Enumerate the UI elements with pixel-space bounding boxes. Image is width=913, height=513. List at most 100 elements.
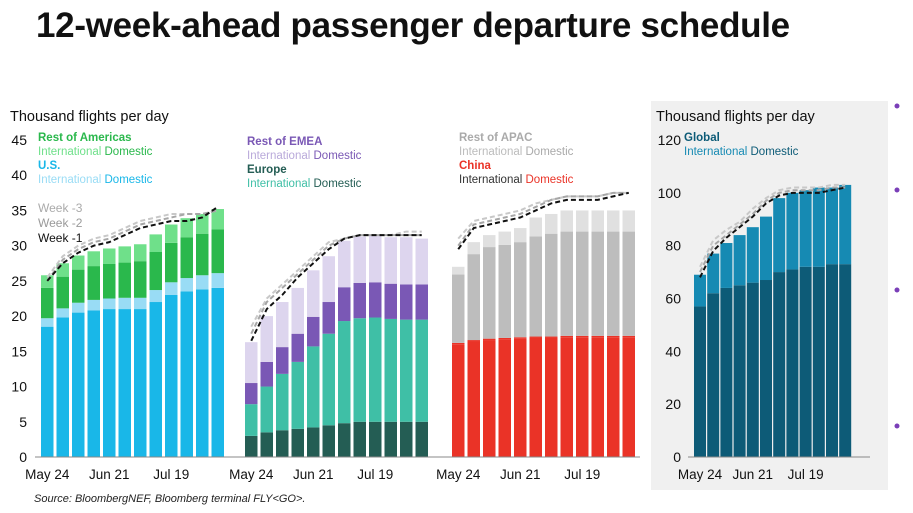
bar-segment bbox=[103, 248, 116, 264]
y-axis-label-left: Thousand flights per day bbox=[10, 109, 170, 125]
bar-segment bbox=[498, 231, 511, 245]
bar-segment bbox=[607, 337, 620, 457]
bar-segment bbox=[149, 252, 162, 291]
bar-segment bbox=[826, 187, 838, 265]
bar-segment bbox=[87, 299, 100, 311]
bar-segment bbox=[400, 237, 413, 285]
y-tick-label: 60 bbox=[665, 291, 681, 307]
week-legend-label: Week -2 bbox=[38, 216, 83, 230]
bar-segment bbox=[322, 425, 335, 457]
bar-segment bbox=[812, 187, 825, 267]
bar-segment bbox=[118, 262, 131, 298]
x-tick-label: Jul 19 bbox=[788, 467, 824, 482]
bar-segment bbox=[245, 435, 258, 457]
bar-segment bbox=[560, 335, 573, 338]
bar-segment bbox=[545, 213, 558, 234]
bar-segment bbox=[591, 231, 604, 336]
bar-segment bbox=[134, 309, 147, 457]
y-tick-label: 80 bbox=[665, 238, 681, 254]
bar-segment bbox=[165, 294, 178, 457]
bullet-dot bbox=[894, 187, 900, 193]
bar-segment bbox=[622, 210, 635, 232]
x-tick-label: May 24 bbox=[436, 467, 481, 482]
bar-segment bbox=[622, 231, 635, 336]
bar-segment bbox=[118, 309, 131, 457]
legend-subtitle: International Domestic bbox=[38, 146, 153, 158]
bar-segment bbox=[307, 427, 320, 457]
bar-segment bbox=[384, 283, 397, 319]
bar-segment bbox=[291, 428, 304, 457]
week-line bbox=[250, 230, 422, 328]
bar-segment bbox=[514, 338, 527, 457]
y-tick-label: 40 bbox=[11, 167, 27, 183]
bar-segment bbox=[576, 335, 589, 338]
bar-segment bbox=[746, 282, 759, 457]
bar-segment bbox=[87, 251, 100, 267]
bar-segment bbox=[180, 278, 193, 292]
bar-segment bbox=[103, 263, 116, 299]
bar-segment bbox=[576, 210, 589, 232]
bar-segment bbox=[211, 287, 224, 457]
bar-segment bbox=[607, 231, 620, 336]
bar-segment bbox=[56, 308, 69, 318]
y-tick-label: 120 bbox=[658, 132, 682, 148]
bar-segment bbox=[529, 217, 542, 237]
bar-segment bbox=[353, 236, 366, 284]
bar-segment bbox=[369, 421, 382, 457]
legend-title: Rest of APAC bbox=[459, 132, 532, 144]
bar-segment bbox=[452, 342, 465, 345]
week-line bbox=[457, 191, 629, 247]
bar-segment bbox=[307, 316, 320, 347]
bar-segment bbox=[498, 339, 511, 457]
legend-title: Rest of EMEA bbox=[247, 136, 322, 148]
week-legend-label: Week -1 bbox=[38, 231, 83, 245]
y-tick-label: 25 bbox=[11, 273, 27, 289]
bar-segment bbox=[560, 210, 573, 232]
bar-segment bbox=[720, 287, 733, 457]
y-tick-label: 100 bbox=[658, 185, 682, 201]
bullet-dot bbox=[894, 287, 900, 293]
bar-segment bbox=[483, 338, 496, 341]
bar-segment bbox=[196, 233, 209, 276]
bar-segment bbox=[118, 297, 131, 310]
legend-subtitle: International Domestic bbox=[247, 150, 362, 162]
bar-segment bbox=[338, 423, 351, 457]
week-line bbox=[250, 234, 422, 335]
bar-segment bbox=[786, 269, 799, 457]
bar-segment bbox=[773, 198, 786, 273]
bullet-dot bbox=[894, 103, 900, 109]
bar-segment bbox=[87, 266, 100, 300]
bar-segment bbox=[338, 240, 351, 288]
bar-segment bbox=[576, 231, 589, 336]
bar-segment bbox=[56, 317, 69, 457]
bar-segment bbox=[839, 264, 852, 457]
bar-segment bbox=[72, 312, 85, 457]
bar-segment bbox=[529, 336, 542, 338]
legend-subtitle: International Domestic bbox=[247, 178, 362, 190]
bar-segment bbox=[591, 335, 604, 338]
x-tick-label: Jun 21 bbox=[293, 467, 334, 482]
bar-segment bbox=[452, 266, 465, 275]
bar-segment bbox=[338, 321, 351, 424]
bar-segment bbox=[245, 404, 258, 436]
bar-segment bbox=[196, 275, 209, 290]
bar-segment bbox=[211, 209, 224, 230]
bar-segment bbox=[733, 285, 746, 457]
bar-segment bbox=[118, 246, 131, 263]
bar-segment bbox=[514, 337, 527, 339]
bar-segment bbox=[260, 432, 273, 457]
bar-segment bbox=[245, 383, 258, 405]
bar-segment bbox=[786, 192, 799, 270]
legend-subtitle: International Domestic bbox=[38, 174, 153, 186]
bar-segment bbox=[260, 386, 273, 433]
bar-segment bbox=[87, 310, 100, 457]
y-axis-label-right: Thousand flights per day bbox=[656, 109, 816, 125]
bar-segment bbox=[149, 302, 162, 457]
legend-title: Europe bbox=[247, 164, 287, 176]
bar-segment bbox=[353, 283, 366, 319]
bar-segment bbox=[369, 282, 382, 318]
bar-segment bbox=[322, 302, 335, 334]
bar-segment bbox=[149, 290, 162, 303]
bar-segment bbox=[56, 276, 69, 309]
bar-segment bbox=[180, 218, 193, 238]
